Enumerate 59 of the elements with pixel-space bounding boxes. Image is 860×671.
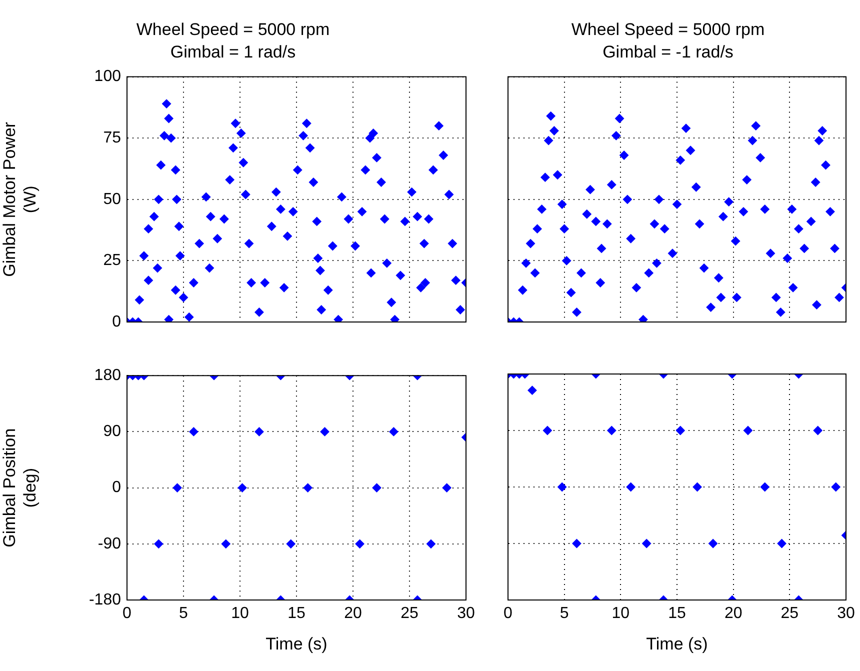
x-tick-label: 15 xyxy=(288,605,306,622)
point xyxy=(254,427,264,436)
y-tick-label: 50 xyxy=(103,190,122,208)
point xyxy=(708,539,718,548)
point xyxy=(303,483,312,492)
x-tick-label: 10 xyxy=(231,605,249,622)
y-tick-label: -180 xyxy=(88,591,122,608)
point xyxy=(692,482,702,492)
y-tick-label: 75 xyxy=(103,130,122,147)
point xyxy=(777,539,786,548)
point xyxy=(676,426,685,435)
point xyxy=(238,483,247,492)
y-tick-label: 180 xyxy=(94,367,122,384)
point xyxy=(426,539,436,548)
y-axis-title: Gimbal Motor Power (W) xyxy=(0,122,40,277)
x-axis-title: Time (s) xyxy=(266,634,328,654)
point xyxy=(642,539,652,548)
y-tick-label: 25 xyxy=(103,252,122,270)
y-tick-label: 100 xyxy=(94,68,122,86)
point xyxy=(760,482,770,492)
point xyxy=(372,483,382,492)
x-axis-title: Time (s) xyxy=(646,634,708,654)
point xyxy=(154,539,164,548)
point xyxy=(831,482,840,492)
x-tick-label: 15 xyxy=(668,605,686,622)
y-tick-label: 90 xyxy=(103,423,122,440)
point xyxy=(558,482,567,492)
x-tick-label: 5 xyxy=(560,605,569,622)
point xyxy=(607,426,616,435)
point xyxy=(542,426,552,435)
y-tick-label: 0 xyxy=(112,313,122,330)
x-tick-label: 20 xyxy=(344,605,362,622)
point xyxy=(442,483,452,492)
x-tick-label: 5 xyxy=(179,605,188,622)
point xyxy=(626,482,636,492)
y-tick-label: 0 xyxy=(112,479,122,496)
y-axis-title: Gimbal Position (deg) xyxy=(0,428,40,548)
point xyxy=(355,539,364,548)
x-tick-label: 0 xyxy=(504,605,513,622)
chart-title: Wheel Speed = 5000 rpm xyxy=(136,20,330,39)
chart-title: Wheel Speed = 5000 rpm xyxy=(571,20,765,39)
chart-subtitle: Gimbal = -1 rad/s xyxy=(602,42,734,62)
point xyxy=(172,483,182,492)
x-tick-label: 30 xyxy=(837,605,855,622)
x-tick-label: 25 xyxy=(400,605,418,622)
x-tick-label: 10 xyxy=(612,605,630,622)
point xyxy=(286,539,296,548)
point xyxy=(320,427,330,436)
point xyxy=(743,426,752,435)
x-tick-label: 30 xyxy=(457,605,475,622)
chart-subtitle: Gimbal = 1 rad/s xyxy=(170,42,296,62)
x-tick-label: 25 xyxy=(780,605,799,622)
point xyxy=(572,539,582,548)
x-tick-label: 20 xyxy=(724,605,742,622)
point xyxy=(189,427,198,436)
point xyxy=(389,427,398,436)
point xyxy=(221,539,230,548)
y-tick-label: -90 xyxy=(98,535,122,552)
point xyxy=(813,426,822,435)
